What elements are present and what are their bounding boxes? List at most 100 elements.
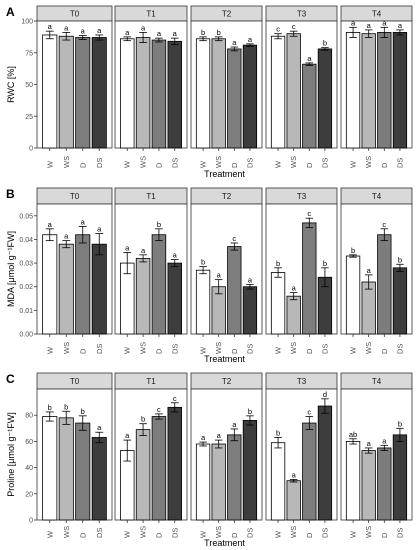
facet-label: T0 (70, 377, 80, 386)
x-tick-label: W (349, 530, 358, 538)
significance-letter: c (232, 234, 236, 243)
facet-label: T0 (70, 192, 80, 201)
y-tick-label: 0 (29, 146, 33, 153)
x-tick-label: W (45, 530, 54, 538)
significance-letter: a (97, 26, 102, 35)
x-tick-label: WS (62, 342, 71, 354)
facet-label: T1 (146, 377, 156, 386)
significance-letter: a (173, 251, 178, 260)
facet-T4: T4 ab Wa WS a Db DS (340, 372, 413, 538)
x-tick-label: WS (289, 156, 298, 168)
significance-letter: a (292, 284, 297, 293)
x-tick-label: WS (62, 526, 71, 538)
facet-T1: T1 a Wa WS b Da DS (114, 187, 188, 354)
bar-D (377, 234, 392, 335)
x-tick-label: W (199, 346, 208, 354)
facet-T2: T2 b Wa WS c Da DS (190, 187, 263, 354)
bar-W (270, 272, 286, 335)
bar-WS (286, 33, 301, 149)
facet-T3: T3 b Wa WS c Dd DS (265, 372, 338, 538)
significance-letter: a (382, 18, 387, 27)
significance-letter: a (351, 18, 356, 27)
bar-W (195, 443, 211, 521)
significance-letter: b (201, 258, 205, 267)
significance-letter: a (125, 431, 130, 440)
bar-D (227, 434, 242, 521)
bar-D (75, 234, 91, 335)
bar-W (42, 234, 58, 335)
x-tick-label: D (78, 532, 87, 538)
y-tick-label: 0.00 (19, 332, 33, 339)
y-axis-label: MDA [μmol g⁻¹FW] (6, 231, 16, 307)
bar-WS (361, 450, 376, 521)
bar-WS (211, 38, 226, 149)
bar-D (377, 32, 392, 149)
bar-DS (392, 267, 408, 335)
bar-WS (211, 443, 226, 521)
x-tick-label: DS (395, 344, 404, 354)
significance-letter: b (398, 255, 402, 264)
x-axis-label: Treatment (204, 169, 245, 179)
x-tick-label: D (230, 532, 239, 538)
significance-letter: b (64, 402, 68, 411)
significance-letter: a (232, 38, 237, 47)
bar-D (302, 422, 317, 521)
significance-letter: c (276, 25, 280, 34)
significance-letter: d (323, 390, 327, 399)
bar-W (120, 38, 135, 149)
significance-letter: ab (349, 430, 357, 439)
y-tick-label: 25 (25, 114, 33, 121)
significance-letter: b (141, 415, 145, 424)
x-tick-label: W (274, 346, 283, 354)
bar-WS (286, 295, 301, 335)
significance-letter: c (382, 220, 386, 229)
y-axis-label: Proline [μmol g⁻¹FW] (6, 412, 16, 496)
x-tick-label: WS (139, 156, 148, 168)
y-tick-label: 0.02 (19, 284, 33, 291)
x-tick-label: D (305, 532, 314, 538)
y-tick-label: 100 (21, 19, 33, 26)
significance-letter: b (323, 39, 327, 48)
significance-letter: a (232, 420, 237, 429)
significance-letter: a (398, 21, 403, 30)
bar-DS (91, 37, 107, 149)
x-tick-label: WS (214, 342, 223, 354)
significance-letter: a (217, 271, 222, 280)
significance-letter: a (64, 23, 69, 32)
significance-letter: b (48, 403, 52, 412)
x-tick-label: W (45, 346, 54, 354)
facet-label: T2 (222, 377, 232, 386)
x-axis-label: Treatment (204, 538, 245, 548)
bar-DS (392, 32, 408, 149)
y-tick-label: 0 (29, 518, 33, 525)
bar-W (195, 38, 211, 149)
significance-letter: a (382, 436, 387, 445)
x-tick-label: WS (364, 156, 373, 168)
x-tick-label: W (349, 346, 358, 354)
bar-DS (242, 420, 258, 521)
bar-D (75, 422, 91, 521)
significance-letter: a (48, 22, 53, 31)
bar-DS (167, 406, 182, 521)
facet-T4: T4 b Wa WS c Db DS (340, 187, 413, 354)
bar-WS (361, 281, 376, 335)
x-tick-label: WS (289, 526, 298, 538)
y-tick-label: 0.04 (19, 237, 33, 244)
x-tick-label: D (380, 162, 389, 168)
bar-DS (392, 434, 408, 521)
bar-D (151, 416, 167, 521)
x-tick-label: DS (245, 528, 254, 538)
bar-DS (167, 40, 182, 149)
bar-DS (317, 48, 333, 149)
x-tick-label: D (154, 162, 163, 168)
significance-letter: a (248, 35, 253, 44)
bar-DS (242, 44, 258, 149)
bar-D (75, 37, 91, 149)
x-tick-label: W (123, 160, 132, 168)
x-tick-label: DS (95, 344, 104, 354)
bar-D (302, 63, 317, 149)
facet-T2: T2 a Wa WS a Db DS (190, 372, 263, 538)
